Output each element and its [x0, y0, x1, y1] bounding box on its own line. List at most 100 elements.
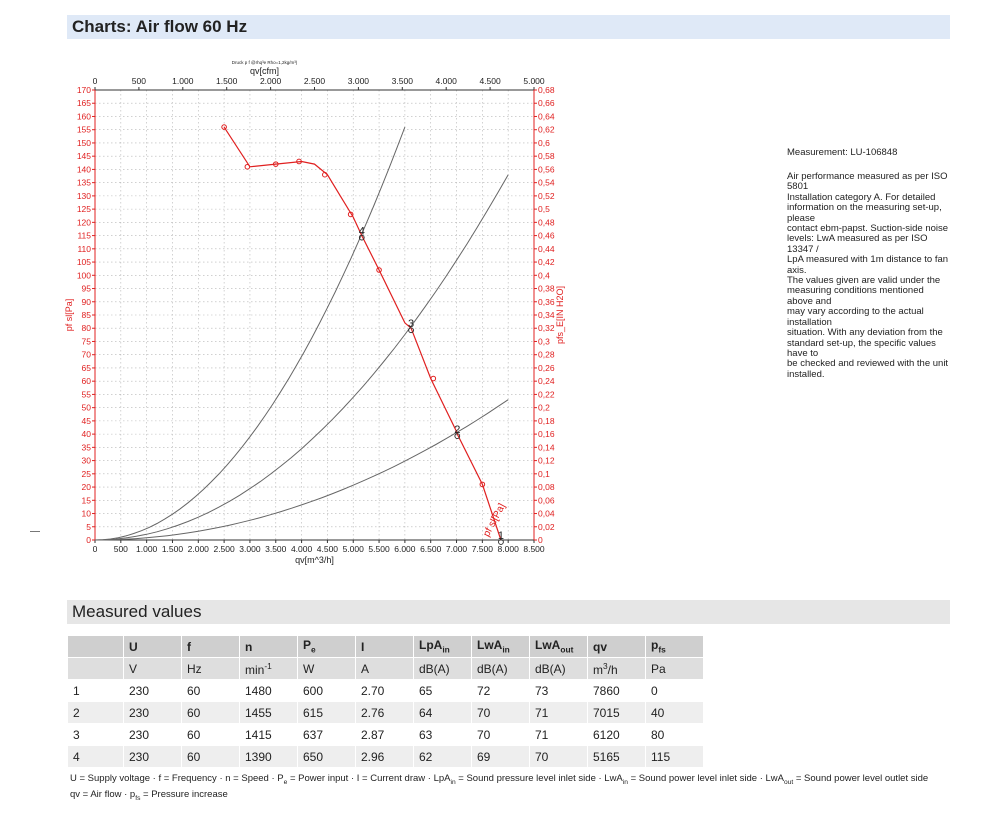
unit-text: V [129, 661, 138, 676]
curve-marker [322, 171, 328, 178]
table-cell: 70 [472, 702, 529, 723]
table-cell: 7015 [588, 702, 645, 723]
operating-point-label: 3 [408, 318, 414, 330]
curve-marker [272, 161, 279, 167]
table-unit-cell: W [298, 658, 355, 679]
measurement-note-line: contact ebm-papst. Suction-side noise [787, 223, 949, 235]
x2-tick-label: 500 [132, 76, 146, 86]
header-text: n [245, 639, 253, 654]
y2-tick-label: 0,34 [538, 310, 555, 320]
x-axis-label: qv[m^3/h] [295, 555, 334, 565]
unit-text: min [245, 662, 265, 677]
x-tick-label: 500 [114, 544, 128, 554]
legend-text: = Pressure increase [140, 789, 228, 800]
table-cell: 650 [298, 746, 355, 767]
operating-point-label: 2 [454, 424, 460, 436]
y-tick-label: 120 [77, 217, 91, 227]
y-tick-label: 30 [82, 456, 92, 466]
y-tick-label: 130 [77, 191, 91, 201]
y2-tick-label: 0,44 [538, 244, 555, 254]
y-tick-label: 155 [77, 125, 91, 135]
y-tick-label: 140 [77, 164, 91, 174]
x-tick-label: 5.000 [343, 544, 365, 554]
x-tick-label: 7.500 [472, 544, 494, 554]
table-cell: 1390 [240, 746, 297, 767]
y-tick-label: 70 [82, 350, 92, 360]
y2-tick-label: 0,22 [538, 389, 555, 399]
x-tick-label: 4.500 [317, 544, 339, 554]
x2-tick-label: 2.000 [260, 76, 282, 86]
table-cell: 73 [530, 680, 587, 701]
curve-label: pf sl[Pa] [481, 502, 508, 539]
table-cell: 69 [472, 746, 529, 767]
y2-tick-label: 0,36 [538, 297, 555, 307]
y2-tick-label: 0,38 [538, 284, 555, 294]
y-tick-label: 5 [86, 522, 91, 532]
y-tick-label: 0 [86, 535, 91, 545]
x2-tick-label: 5.000 [523, 76, 545, 86]
operating-point-label: 1 [498, 530, 504, 542]
legend-text: = Sound power level outlet side [793, 773, 929, 784]
y2-tick-label: 0,24 [538, 376, 555, 386]
table-cell: 637 [298, 724, 355, 745]
table-cell: 4 [68, 746, 123, 767]
legend-subscript: in [622, 778, 628, 786]
curve-marker [376, 267, 382, 273]
y-tick-label: 20 [82, 482, 92, 492]
measurement-note-line: measuring conditions mentioned above and [787, 285, 924, 307]
table-cell: 80 [646, 724, 703, 745]
x2-tick-label: 3.000 [348, 76, 370, 86]
table-header-cell: f [182, 636, 239, 657]
x2-tick-label: 2.500 [304, 76, 326, 86]
table-row: 4 230 60 1390 650 2.96 62 69 70 5165 115 [68, 746, 703, 767]
x-tick-label: 1.500 [162, 544, 184, 554]
x-tick-label: 3.500 [265, 544, 287, 554]
y-tick-label: 115 [77, 231, 91, 241]
header-text: U [129, 639, 138, 654]
legend-line-1: U = Supply voltage · f = Frequency · n =… [70, 773, 928, 786]
operating-point-label: 4 [359, 226, 365, 238]
y-axis-label: pf sl[Pa] [64, 299, 74, 332]
measurement-note-line: installed. [787, 368, 825, 380]
y-tick-label: 135 [77, 178, 91, 188]
measurement-note-line: situation. With any deviation from the [787, 327, 943, 339]
legend-subscript: in [450, 778, 456, 786]
table-header-cell: pfs [646, 636, 703, 657]
y-tick-label: 145 [77, 151, 91, 161]
y-tick-label: 85 [82, 310, 92, 320]
table-cell: 1480 [240, 680, 297, 701]
table-header-cell [68, 636, 123, 657]
unit-text: dB(A) [419, 661, 450, 676]
unit-text: dB(A) [477, 661, 508, 676]
y-tick-label: 100 [77, 270, 91, 280]
y2-tick-label: 0,26 [538, 363, 555, 373]
measured-values-bar: Measured values [67, 600, 950, 624]
table-cell: 64 [414, 702, 471, 723]
y2-tick-label: 0,64 [538, 111, 555, 121]
y2-tick-label: 0,32 [538, 323, 555, 333]
y-tick-label: 160 [77, 111, 91, 121]
y2-tick-label: 0,08 [538, 482, 555, 492]
y2-tick-label: 0 [538, 535, 543, 545]
x-tick-label: 5.500 [368, 544, 390, 554]
y2-tick-label: 0,68 [538, 85, 555, 95]
curve-marker [479, 481, 486, 488]
y-tick-label: 150 [77, 138, 91, 148]
table-cell: 7860 [588, 680, 645, 701]
table-cell: 230 [124, 702, 181, 723]
table-header-cell: qv [588, 636, 645, 657]
table-cell: 0 [646, 680, 703, 701]
y2-tick-label: 0,62 [538, 125, 555, 135]
chart-svg: 0 500 1.000 1.500 2.000 2.500 3.000 3.500 4.000 4… [64, 60, 565, 565]
x-tick-label: 0 [93, 544, 98, 554]
header-text: f [187, 639, 191, 654]
y2-tick-label: 0,42 [538, 257, 555, 267]
header-text: LwA [535, 638, 561, 653]
table-cell: 600 [298, 680, 355, 701]
table-unit-cell: dB(A) [530, 658, 587, 679]
table-cell: 230 [124, 746, 181, 767]
legend-subscript: fs [135, 794, 141, 802]
y-tick-label: 55 [82, 389, 92, 399]
